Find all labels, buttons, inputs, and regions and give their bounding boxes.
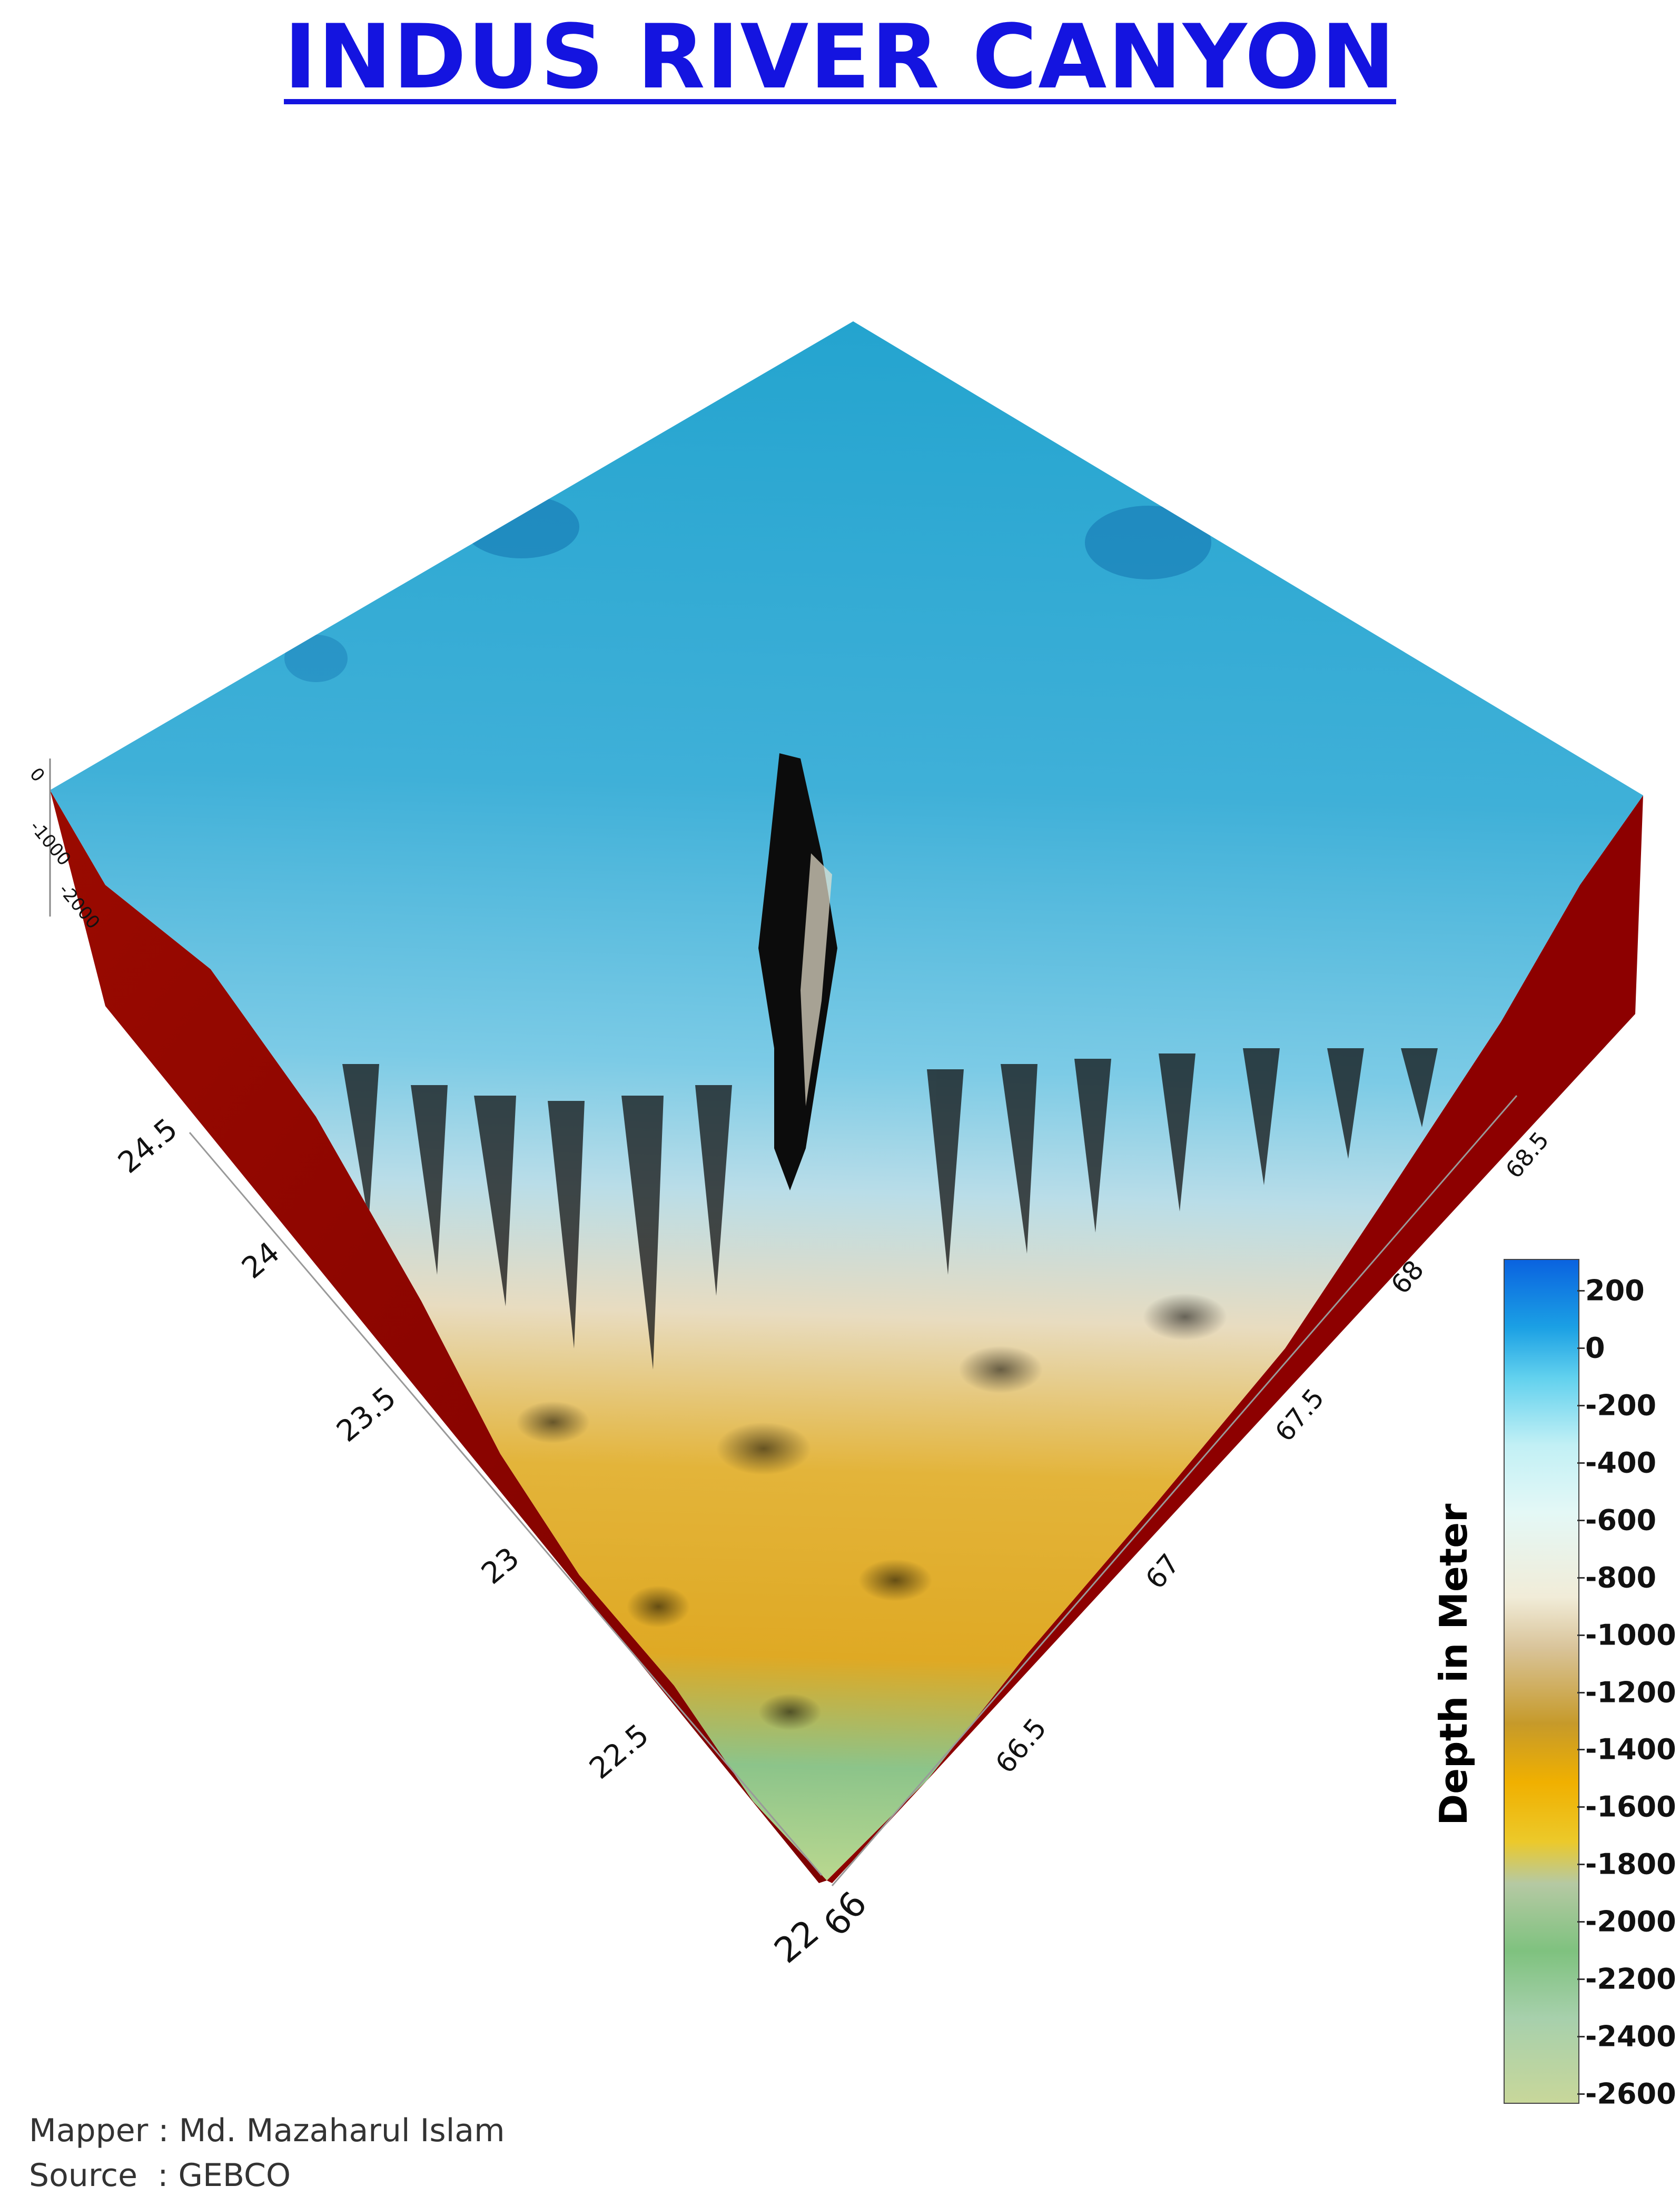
colorbar-tick-mark <box>1577 2093 1585 2095</box>
colorbar-tick-mark <box>1577 1978 1585 1981</box>
lat-tick-24: 24 <box>235 1235 286 1286</box>
colorbar-tick-mark <box>1577 1921 1585 1923</box>
mapper-credit: Mapper : Md. Mazaharul Islam <box>29 2112 505 2149</box>
lat-tick-24-5: 24.5 <box>112 1112 184 1180</box>
legend-title: Depth in Meter <box>1425 1503 1483 1825</box>
colorbar-tick-label: 0 <box>1585 1331 1605 1365</box>
depth-tick-0: 0 <box>25 764 49 786</box>
colorbar-tick-label: -2400 <box>1585 2020 1676 2053</box>
map-title: INDUS RIVER CANYON <box>284 5 1396 109</box>
colorbar-tick-mark <box>1577 2036 1585 2038</box>
colorbar-tick-label: -1000 <box>1585 1618 1676 1652</box>
colorbar-tick-mark <box>1577 1462 1585 1464</box>
colorbar-tick-mark <box>1577 1634 1585 1636</box>
lat-tick-22: 22 <box>767 1912 827 1971</box>
colorbar-tick-label: -600 <box>1585 1503 1657 1537</box>
colorbar-tick-mark <box>1577 1347 1585 1349</box>
colorbar-tick-mark <box>1577 1577 1585 1579</box>
colorbar-tick-label: -400 <box>1585 1446 1657 1480</box>
colorbar-tick-mark <box>1577 1519 1585 1521</box>
colorbar-tick-mark <box>1577 1806 1585 1808</box>
colorbar-tick-mark <box>1577 1691 1585 1693</box>
legend-title-text: Depth in Meter <box>1431 1503 1476 1826</box>
lon-tick-66-5: 66.5 <box>990 1712 1053 1779</box>
depth-colorbar <box>1504 1259 1579 2104</box>
lon-tick-67: 67 <box>1140 1548 1186 1595</box>
lat-tick-23-5: 23.5 <box>330 1381 402 1449</box>
colorbar-tick-label: -200 <box>1585 1388 1657 1422</box>
colorbar-tick-label: -1400 <box>1585 1732 1676 1766</box>
colorbar-tick-mark <box>1577 1864 1585 1866</box>
colorbar-tick-label: -2200 <box>1585 1962 1676 1996</box>
colorbar-tick-label: -2000 <box>1585 1905 1676 1938</box>
source-credit: Source : GEBCO <box>29 2157 291 2194</box>
colorbar-tick-label: -1600 <box>1585 1790 1676 1824</box>
colorbar-tick-label: -1800 <box>1585 1847 1676 1881</box>
colorbar-tick-mark <box>1577 1404 1585 1406</box>
colorbar-tick-mark <box>1577 1290 1585 1292</box>
colorbar-tick-label: 200 <box>1585 1274 1645 1307</box>
seafloor-surface <box>50 321 1643 1880</box>
colorbar-tick-label: -1200 <box>1585 1676 1676 1709</box>
lat-tick-22-5: 22.5 <box>583 1718 655 1786</box>
left-side-wall <box>50 790 827 1883</box>
colorbar-tick-mark <box>1577 1749 1585 1751</box>
colorbar-tick-label: -800 <box>1585 1561 1657 1594</box>
colorbar-tick-label: -2600 <box>1585 2077 1676 2111</box>
lat-tick-23: 23 <box>475 1541 526 1591</box>
lon-tick-66: 66 <box>815 1884 875 1944</box>
